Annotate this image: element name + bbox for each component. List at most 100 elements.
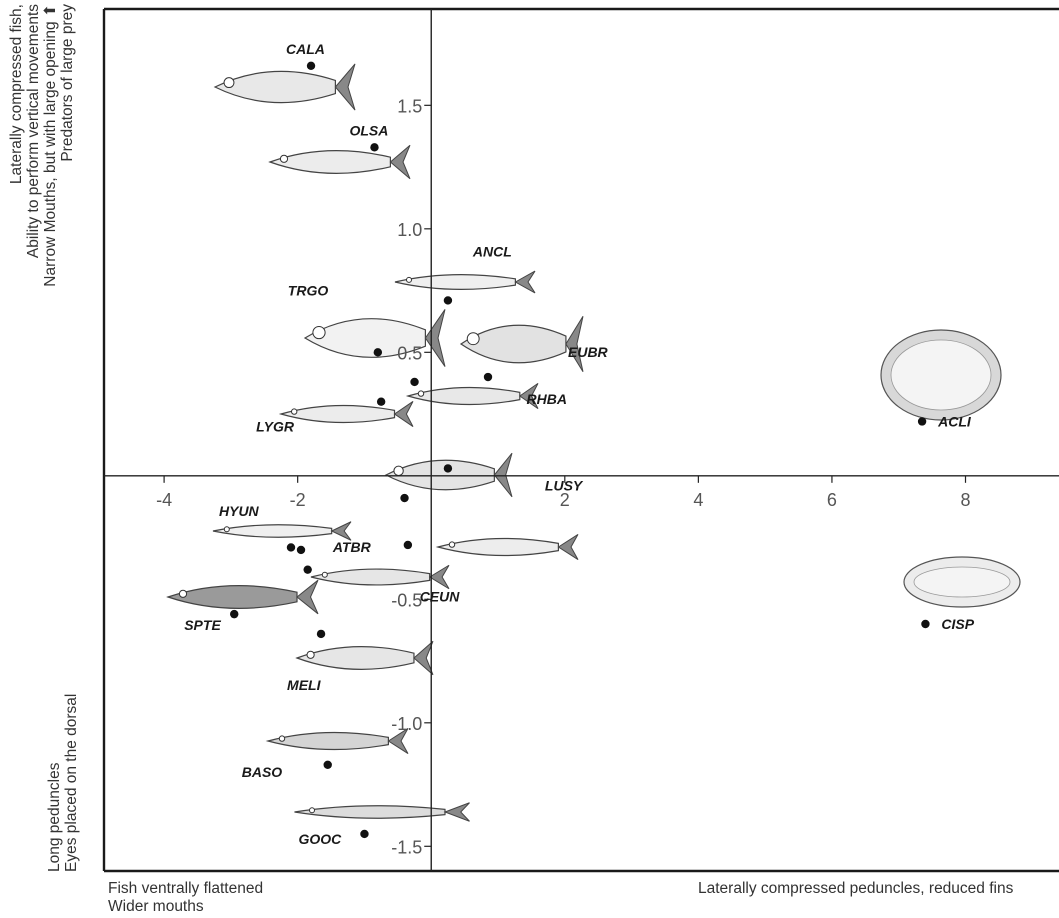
- fish-tail: [565, 316, 584, 372]
- fish-body: [268, 150, 391, 174]
- fish-body: [212, 524, 333, 538]
- fish-eye: [448, 541, 456, 548]
- fish-tail: [330, 521, 352, 541]
- fish-cala: [213, 63, 356, 111]
- point-label: TRGO: [288, 282, 329, 298]
- fish-trgo: [303, 309, 446, 367]
- fish-disc: [913, 566, 1011, 598]
- point-label: CEUN: [420, 589, 461, 605]
- point-label: EUBR: [568, 344, 609, 360]
- fish-body: [294, 805, 446, 819]
- point-label: CALA: [286, 41, 325, 57]
- fish-ceun: [435, 533, 579, 561]
- y-tick-label: -0.5: [391, 590, 422, 610]
- x-tick-label: -2: [290, 490, 306, 510]
- fish-baso: [265, 727, 409, 755]
- fish-tail: [424, 309, 446, 367]
- fish-tail: [557, 533, 579, 561]
- fish-hyun: [212, 521, 352, 541]
- point-label: MELI: [287, 677, 322, 693]
- fish-atbr: [310, 564, 450, 590]
- data-point: [443, 296, 453, 305]
- fish-tail: [387, 727, 409, 755]
- fish-body: [213, 70, 336, 104]
- point-label: ANCL: [472, 243, 512, 259]
- fish-olsa: [268, 144, 411, 180]
- fish-eye: [309, 807, 315, 814]
- fish-acli: [880, 329, 1002, 421]
- fish-body: [295, 646, 415, 670]
- x-axis-left-line-2: Wider mouths: [108, 898, 204, 915]
- y-tick-label: 1.5: [397, 96, 422, 116]
- fish-tail: [393, 400, 414, 428]
- x-axis-right-label: Laterally compressed peduncles, reduced …: [698, 880, 1014, 897]
- y-axis-top-line-3-text: Narrow Mouths, but with large opening: [42, 21, 59, 287]
- fish-eye: [321, 571, 328, 578]
- point-label: OLSA: [349, 122, 388, 138]
- point-label: ATBR: [332, 539, 372, 555]
- fish-eye: [306, 650, 315, 659]
- point-labels: CALA OLSA ANCL TRGO EUBR RHBA LYGR ACLI LUSY HYUN…: [184, 41, 975, 847]
- fish-lygr: [278, 400, 414, 428]
- fish-body: [265, 731, 389, 751]
- y-axis-bottom-line-1: Long peduncles: [46, 762, 63, 872]
- data-point: [376, 397, 386, 406]
- data-point: [917, 417, 927, 426]
- fish-tail: [514, 270, 536, 294]
- y-axis-top-label: Laterally compressed fish, Ability to pe…: [8, 4, 104, 344]
- point-label: ACLI: [937, 413, 972, 429]
- data-point: [303, 565, 312, 574]
- data-point: [443, 464, 453, 473]
- y-tick-label: 0.5: [397, 343, 422, 363]
- data-point: [360, 829, 369, 839]
- data-point: [296, 545, 306, 555]
- data-points: [230, 61, 930, 839]
- fish-illustrations: [166, 63, 1021, 822]
- fish-eye: [312, 325, 326, 340]
- fish-tail: [518, 382, 539, 410]
- fish-lusy: [384, 452, 513, 498]
- x-tick-label: 6: [827, 490, 837, 510]
- fish-tail: [428, 564, 450, 590]
- point-label: BASO: [242, 764, 283, 780]
- fish-cisp: [903, 556, 1021, 608]
- y-axis-bottom-line-2: Eyes placed on the dorsal: [63, 693, 80, 872]
- fish-disc: [890, 339, 992, 411]
- data-point: [370, 143, 379, 152]
- data-point: [230, 609, 239, 619]
- data-point: [410, 377, 419, 387]
- fish-eye: [223, 526, 230, 533]
- fish-rhba: [405, 382, 539, 410]
- fish-tail: [413, 640, 434, 676]
- fish-tail: [296, 579, 319, 615]
- fish-ancl: [394, 270, 536, 294]
- point-label: GOOC: [298, 831, 342, 847]
- y-tick-label: -1.5: [391, 837, 422, 857]
- fish-spte: [166, 579, 319, 615]
- y-axis-bottom-label: Long peduncles Eyes placed on the dorsal: [46, 660, 80, 872]
- fish-tail: [389, 144, 411, 180]
- point-label: LYGR: [256, 419, 295, 435]
- x-tick-label: 2: [560, 490, 570, 510]
- axes: [104, 9, 1059, 871]
- arrow-up-icon: ⬆: [42, 4, 59, 17]
- fish-body: [310, 568, 431, 586]
- point-label: HYUN: [219, 503, 260, 519]
- x-axis-left-label: Fish ventrally flattened Wider mouths: [108, 880, 263, 916]
- point-label: SPTE: [184, 617, 221, 633]
- fish-body: [405, 386, 521, 406]
- fish-meli: [295, 640, 434, 676]
- y-axis-top-line-4: Predators of large prey: [59, 4, 76, 162]
- data-point: [286, 543, 296, 552]
- y-axis-top-line-1: Laterally compressed fish,: [8, 4, 25, 185]
- fish-body: [384, 459, 495, 491]
- data-point: [483, 372, 493, 382]
- data-point: [306, 61, 316, 71]
- fish-body: [278, 404, 396, 424]
- fish-tail: [334, 63, 356, 111]
- fish-eye: [466, 332, 480, 346]
- fish-eye: [417, 390, 425, 397]
- data-point: [400, 493, 409, 503]
- fish-tail: [443, 802, 470, 822]
